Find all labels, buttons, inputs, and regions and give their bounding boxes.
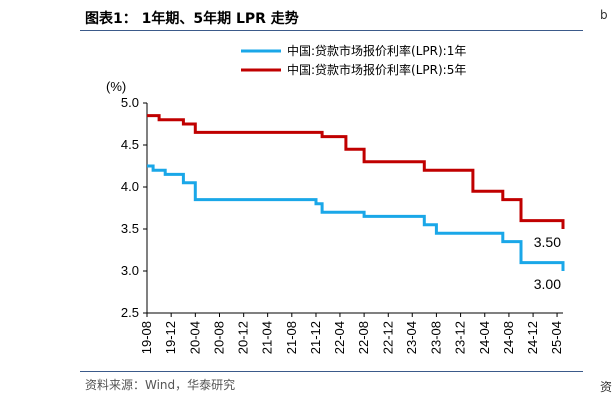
end-label-1y: 3.00 [534,276,561,292]
edge-mark-top: b [600,8,608,22]
x-tick-label: 22-08 [356,321,371,354]
end-label-5y: 3.50 [534,234,561,250]
y-tick-label: 4.5 [121,137,139,152]
x-tick-label: 24-08 [501,321,516,354]
y-unit-label: (%) [106,79,126,94]
source-rule [80,371,583,372]
x-tick-label: 19-12 [163,321,178,354]
x-tick-label: 20-04 [187,321,202,354]
y-tick-label: 3.0 [121,263,139,278]
x-tick-label: 20-08 [212,321,227,354]
series-line-1y [147,164,565,271]
y-tick-label: 5.0 [121,95,139,110]
end-labels: 3.00 3.50 [534,234,561,292]
x-tick-label: 21-08 [284,321,299,354]
x-tick-label: 23-12 [453,321,468,354]
y-tick-label: 4.0 [121,179,139,194]
x-tick-label: 21-12 [308,321,323,354]
y-axis: 5.0 4.5 4.0 3.5 3.0 2.5 [121,95,148,320]
x-tick-label: 22-04 [332,321,347,354]
legend-label-5y: 中国:贷款市场报价利率(LPR):5年 [287,62,466,77]
x-tick-label: 25-04 [549,321,564,354]
figure-title: 图表1： 1年期、5年期 LPR 走势 [85,11,299,27]
source-note: 资料来源：Wind，华泰研究 [85,378,236,392]
legend-label-1y: 中国:贷款市场报价利率(LPR):1年 [287,43,466,58]
series-layer [147,114,565,271]
x-tick-label: 23-04 [404,321,419,354]
x-tick-label: 19-08 [139,321,154,354]
y-tick-label: 3.5 [121,221,139,236]
x-tick-label: 22-12 [380,321,395,354]
title-rule [80,30,583,31]
x-axis: 19-08 19-12 20-04 20-08 20-12 21-04 21-08 21-12… [139,312,564,354]
x-tick-label: 23-08 [428,321,443,354]
y-tick-label: 2.5 [121,305,139,320]
series-line-5y [147,114,565,229]
x-tick-label: 24-12 [525,321,540,354]
edge-mark-bottom: 资 [600,380,613,394]
x-tick-label: 20-12 [236,321,251,354]
x-tick-label: 24-04 [477,321,492,354]
x-tick-label: 21-04 [260,321,275,354]
